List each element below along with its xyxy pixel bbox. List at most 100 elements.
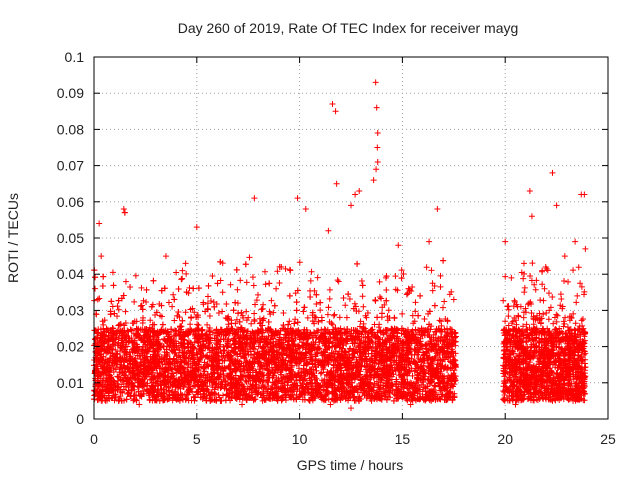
- data-point: [429, 287, 436, 294]
- data-point: [223, 300, 230, 307]
- data-point: [258, 306, 265, 313]
- data-point: [439, 304, 446, 311]
- data-point: [363, 314, 370, 321]
- data-point: [227, 281, 234, 288]
- data-point: [116, 321, 123, 328]
- data-point: [194, 321, 201, 328]
- data-point: [345, 348, 352, 355]
- data-point: [250, 397, 257, 404]
- data-point: [187, 321, 194, 328]
- data-point: [103, 337, 110, 344]
- data-point: [411, 368, 418, 375]
- data-point: [307, 277, 314, 284]
- data-point: [249, 274, 256, 281]
- data-point: [351, 300, 358, 307]
- data-point: [313, 301, 320, 308]
- data-point: [336, 314, 343, 321]
- data-point: [347, 345, 354, 352]
- data-point: [144, 380, 151, 387]
- data-point: [246, 254, 253, 261]
- data-point: [139, 320, 146, 327]
- data-point: [268, 297, 275, 304]
- data-point: [409, 283, 416, 290]
- data-point: [131, 298, 138, 305]
- data-point: [326, 286, 333, 293]
- data-point: [129, 320, 136, 327]
- data-point: [200, 301, 207, 308]
- data-point: [358, 278, 365, 285]
- data-point: [109, 269, 116, 276]
- data-point: [386, 390, 393, 397]
- data-point: [409, 312, 416, 319]
- data-point: [381, 301, 388, 308]
- data-point: [114, 373, 121, 380]
- data-point: [436, 317, 443, 324]
- data-point: [180, 383, 187, 390]
- data-point: [121, 397, 128, 404]
- data-point: [248, 320, 255, 327]
- data-point: [109, 303, 116, 310]
- data-point: [270, 309, 277, 316]
- data-point: [140, 297, 147, 304]
- data-point: [273, 285, 280, 292]
- data-point: [207, 298, 214, 305]
- data-point: [314, 274, 321, 281]
- data-point: [243, 279, 250, 286]
- data-point: [317, 307, 324, 314]
- data-point: [122, 278, 129, 285]
- data-point: [301, 304, 308, 311]
- data-point: [94, 296, 101, 303]
- data-point: [331, 311, 338, 318]
- data-point: [204, 293, 211, 300]
- data-point: [428, 267, 435, 274]
- data-point: [254, 349, 261, 356]
- data-point: [326, 295, 333, 302]
- data-point: [219, 289, 226, 296]
- data-point: [412, 308, 419, 315]
- data-point: [274, 268, 281, 275]
- data-point: [138, 284, 145, 291]
- data-point: [400, 271, 407, 278]
- data-point: [392, 286, 399, 293]
- data-point: [324, 311, 331, 318]
- data-point: [307, 287, 314, 294]
- data-point: [409, 372, 416, 379]
- data-point: [138, 350, 145, 357]
- data-point: [234, 286, 241, 293]
- data-point: [205, 341, 212, 348]
- data-point: [129, 348, 136, 355]
- data-point: [243, 317, 250, 324]
- data-point: [206, 349, 213, 356]
- data-point: [99, 318, 106, 325]
- data-point: [132, 272, 139, 279]
- data-point: [204, 360, 211, 367]
- data-point: [326, 318, 333, 325]
- data-point: [255, 291, 261, 298]
- data-point: [398, 267, 405, 274]
- data-point: [261, 268, 268, 275]
- data-point: [219, 308, 226, 315]
- data-point: [318, 369, 325, 376]
- data-point: [170, 291, 177, 298]
- data-point: [206, 312, 213, 319]
- data-point: [361, 362, 368, 369]
- data-point: [392, 273, 399, 280]
- data-point: [137, 303, 144, 310]
- data-point: [186, 284, 193, 291]
- data-point: [292, 316, 299, 323]
- data-point: [296, 365, 303, 372]
- data-point: [296, 259, 303, 266]
- data-point: [441, 298, 448, 305]
- data-point: [327, 334, 334, 341]
- data-point: [179, 275, 186, 282]
- data-point: [276, 279, 283, 286]
- data-point: [217, 277, 224, 284]
- data-point: [243, 308, 250, 315]
- data-point: [412, 299, 419, 306]
- data-point: [346, 295, 353, 302]
- data-point: [317, 370, 324, 377]
- data-point: [385, 307, 392, 314]
- data-point: [117, 393, 124, 400]
